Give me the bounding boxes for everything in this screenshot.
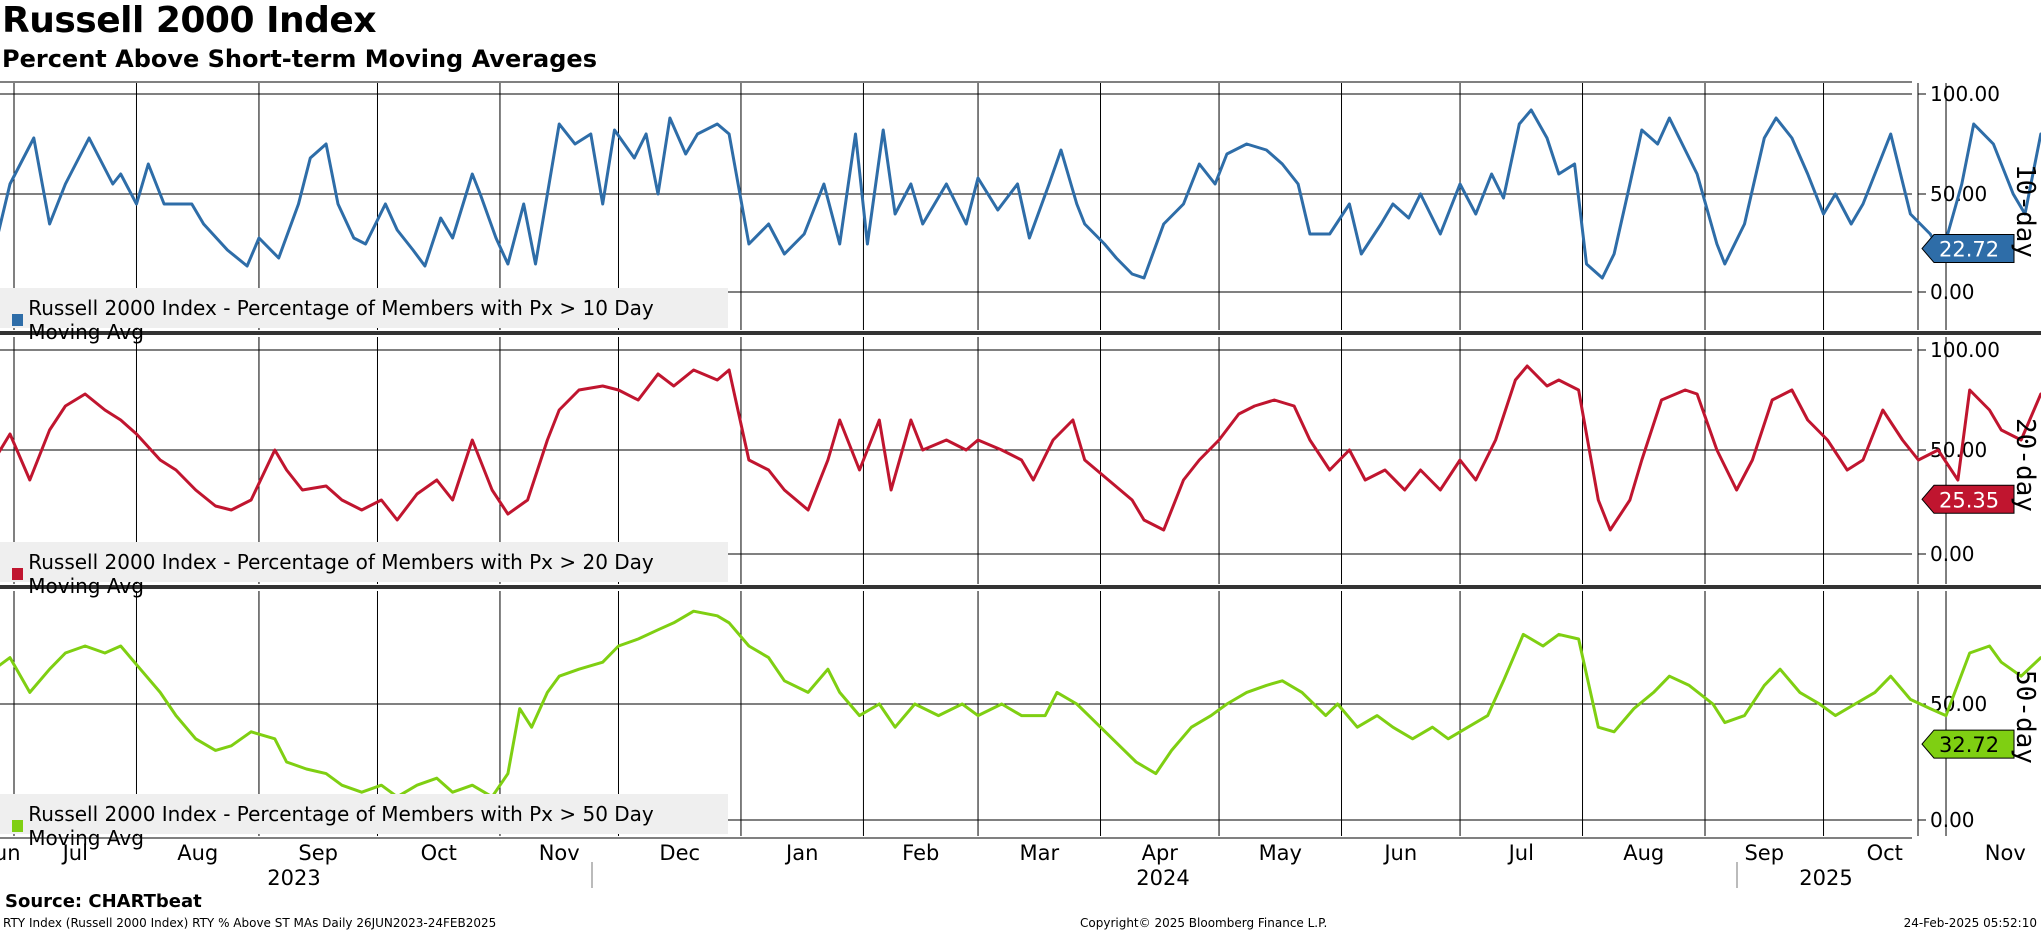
last-value-tag bbox=[1921, 484, 2015, 514]
legend-box-20day: Russell 2000 Index - Percentage of Membe… bbox=[0, 542, 728, 598]
y-tick-label: 100.00 bbox=[1930, 338, 2000, 362]
footer-copyright: Copyright© 2025 Bloomberg Finance L.P. bbox=[1080, 916, 1328, 930]
x-tick-label: Jul bbox=[61, 841, 88, 865]
y-tick-label: 0.00 bbox=[1930, 542, 1975, 566]
chart-title: Russell 2000 Index bbox=[2, 0, 377, 41]
footer-description: RTY Index (Russell 2000 Index) RTY % Abo… bbox=[3, 916, 497, 930]
x-tick-label: Aug bbox=[1623, 841, 1664, 865]
year-label: 2025 bbox=[1799, 866, 1852, 890]
source-note: Source: CHARTbeat bbox=[5, 891, 202, 912]
legend-label-10day: Russell 2000 Index - Percentage of Membe… bbox=[28, 296, 654, 344]
legend-label-50day: Russell 2000 Index - Percentage of Membe… bbox=[28, 802, 654, 850]
panel-label-20day: 20-day bbox=[2010, 418, 2040, 512]
legend-label-20day: Russell 2000 Index - Percentage of Membe… bbox=[28, 550, 654, 598]
series-line-10-day bbox=[0, 108, 2041, 280]
x-tick-label: May bbox=[1259, 841, 1302, 865]
legend-swatch-20day bbox=[12, 568, 24, 580]
x-tick-label: Jan bbox=[784, 841, 818, 865]
last-value-label: 25.35 bbox=[1939, 488, 1999, 512]
year-label: 2024 bbox=[1136, 866, 1189, 890]
legend-swatch-10day bbox=[12, 314, 24, 326]
legend-swatch-50day bbox=[12, 820, 24, 832]
panel-label-10day: 10-day bbox=[2010, 164, 2040, 258]
x-tick-label: Dec bbox=[659, 841, 700, 865]
x-tick-label: Oct bbox=[1867, 841, 1903, 865]
x-tick-label: Jun bbox=[0, 841, 21, 865]
series-line-20-day bbox=[0, 364, 2041, 532]
x-tick-label: Mar bbox=[1019, 841, 1059, 865]
x-tick-label: Nov bbox=[539, 841, 580, 865]
x-tick-label: Jul bbox=[1507, 841, 1534, 865]
legend-item-20day: Russell 2000 Index - Percentage of Membe… bbox=[12, 550, 728, 598]
x-tick-label: Jun bbox=[1382, 841, 1417, 865]
legend-item-10day: Russell 2000 Index - Percentage of Membe… bbox=[12, 296, 728, 344]
x-tick-label: Sep bbox=[1744, 841, 1784, 865]
y-tick-label: 0.00 bbox=[1930, 808, 1975, 832]
y-tick-label: 100.00 bbox=[1930, 82, 2000, 106]
x-tick-label: Apr bbox=[1142, 841, 1179, 865]
x-tick-label: Sep bbox=[298, 841, 338, 865]
x-tick-label: Feb bbox=[902, 841, 939, 865]
legend-item-50day: Russell 2000 Index - Percentage of Membe… bbox=[12, 802, 728, 850]
footer-timestamp: 24-Feb-2025 05:52:10 bbox=[1903, 916, 2037, 930]
x-tick-label: Aug bbox=[177, 841, 218, 865]
x-tick-label: Oct bbox=[421, 841, 457, 865]
x-tick-label: Nov bbox=[1985, 841, 2026, 865]
year-label: 2023 bbox=[267, 866, 320, 890]
legend-box-10day: Russell 2000 Index - Percentage of Membe… bbox=[0, 288, 728, 344]
last-value-tag bbox=[1921, 234, 2015, 264]
last-value-label: 22.72 bbox=[1939, 238, 1999, 262]
chart-subtitle: Percent Above Short-term Moving Averages bbox=[2, 45, 597, 73]
last-value-tag bbox=[1921, 729, 2015, 759]
panel-label-50day: 50-day bbox=[2010, 670, 2040, 764]
legend-box-50day: Russell 2000 Index - Percentage of Membe… bbox=[0, 794, 728, 850]
last-value-label: 32.72 bbox=[1939, 733, 1999, 757]
y-tick-label: 0.00 bbox=[1930, 280, 1975, 304]
